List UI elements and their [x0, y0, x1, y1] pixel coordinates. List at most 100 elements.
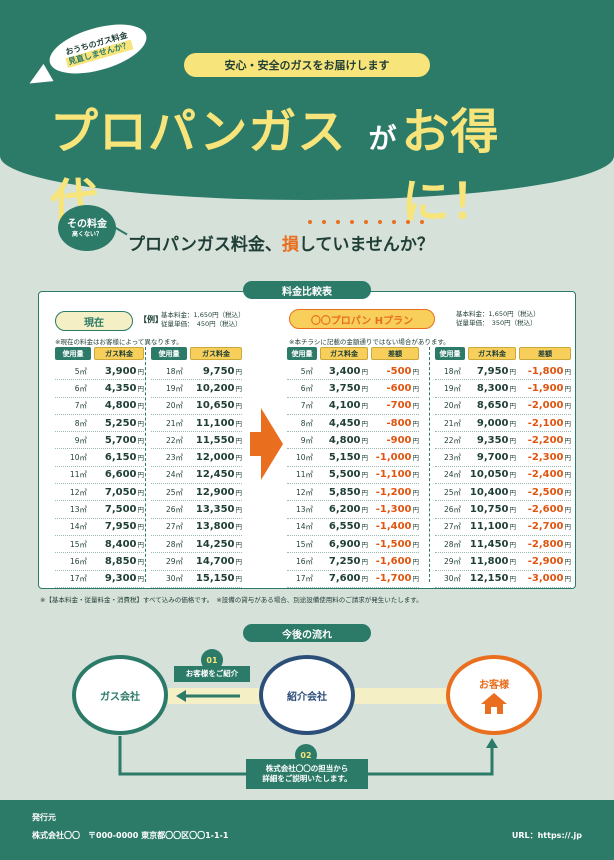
gas-fee-cell: 4,450円 — [320, 418, 368, 429]
yen-unit: 円 — [509, 384, 517, 393]
gas-fee-value: 5,150 — [328, 452, 361, 464]
yen-unit: 円 — [564, 540, 572, 549]
table-row: 11㎥ 5,500円 -1,100円 — [287, 467, 419, 485]
usage-cell: 28㎥ — [165, 539, 183, 549]
difference-value: -2,500 — [527, 486, 564, 498]
difference-value: -700 — [386, 400, 412, 412]
usage-cell: 25㎥ — [165, 487, 183, 497]
difference-cell: -1,800円 — [519, 366, 571, 377]
gas-fee-value: 10,750 — [469, 504, 509, 516]
gas-fee-value: 11,100 — [469, 521, 509, 533]
gas-fee-value: 11,450 — [469, 538, 509, 550]
usage-cell: 8㎥ — [74, 418, 87, 428]
difference-cell: -900円 — [371, 435, 419, 446]
yen-unit: 円 — [564, 575, 572, 584]
gas-fee-cell: 12,150円 — [468, 573, 516, 584]
gas-fee-value: 10,200 — [195, 382, 235, 394]
new-table-left: 使用量 ガス料金 差額 5㎥ 3,400円 -500円 6㎥ 3,750円 -600円 7㎥ 4,1… — [287, 347, 419, 588]
table-row: 25㎥ 12,900円 — [151, 484, 242, 502]
yen-unit: 円 — [361, 523, 369, 532]
table-row: 25㎥ 10,400円 -2,500円 — [435, 484, 571, 502]
yen-unit: 円 — [412, 402, 420, 411]
difference-cell: -2,800円 — [519, 539, 571, 550]
table-row: 17㎥ 7,600円 -1,700円 — [287, 571, 419, 588]
table-row: 15㎥ 8,400円 — [55, 536, 144, 554]
yen-unit: 円 — [137, 402, 145, 411]
gas-fee-value: 11,550 — [195, 434, 235, 446]
usage-cell: 27㎥ — [443, 522, 461, 532]
gas-fee-cell: 11,800円 — [468, 556, 516, 567]
gas-fee-cell: 9,750円 — [190, 366, 242, 377]
usage-cell: 10㎥ — [69, 453, 87, 463]
header-usage: 使用量 — [435, 347, 465, 360]
difference-cell: -2,100円 — [519, 418, 571, 429]
gas-fee-value: 12,150 — [469, 573, 509, 585]
usage-cell: 17㎥ — [295, 574, 313, 584]
table-row: 16㎥ 8,850円 — [55, 553, 144, 571]
gas-fee-cell: 9,300円 — [94, 573, 144, 584]
new-note: ※本チラシに記載の金額通りではない場合があります。 — [289, 338, 450, 346]
difference-cell: -1,300円 — [371, 504, 419, 515]
website-url[interactable]: URL：https://.jp — [511, 831, 582, 840]
gas-fee-cell: 3,750円 — [320, 383, 368, 394]
table-row: 19㎥ 8,300円 -1,900円 — [435, 380, 571, 398]
table-row: 26㎥ 10,750円 -2,600円 — [435, 501, 571, 519]
gas-fee-value: 10,400 — [469, 486, 509, 498]
usage-cell: 12㎥ — [69, 487, 87, 497]
gas-fee-cell: 12,000円 — [190, 452, 242, 463]
yen-unit: 円 — [564, 454, 572, 463]
comparison-label: 料金比較表 — [243, 281, 371, 299]
table-row: 28㎥ 14,250円 — [151, 536, 242, 554]
gas-fee-value: 10,650 — [195, 400, 235, 412]
table-row: 13㎥ 6,200円 -1,300円 — [287, 501, 419, 519]
gas-fee-cell: 7,250円 — [320, 556, 368, 567]
difference-cell: -500円 — [371, 366, 419, 377]
difference-cell: -1,200円 — [371, 487, 419, 498]
header-usage: 使用量 — [287, 347, 317, 360]
difference-cell: -1,400円 — [371, 521, 419, 532]
current-table-right: 使用量 ガス料金 18㎥ 9,750円 19㎥ 10,200円 20㎥ 10,650円 21㎥ 1… — [151, 347, 242, 588]
table-row: 9㎥ 5,700円 — [55, 432, 144, 450]
new-unit-price: 従量単価： 350円（税込） — [456, 318, 537, 327]
difference-cell: -2,300円 — [519, 452, 571, 463]
gas-company-node: ガス会社 — [72, 655, 168, 735]
gas-fee-value: 8,400 — [104, 538, 137, 550]
gas-fee-value: 12,450 — [195, 469, 235, 481]
yen-unit: 円 — [509, 540, 517, 549]
yen-unit: 円 — [361, 436, 369, 445]
yen-unit: 円 — [137, 419, 145, 428]
usage-cell: 29㎥ — [443, 556, 461, 566]
yen-unit: 円 — [235, 454, 243, 463]
table-row: 16㎥ 7,250円 -1,600円 — [287, 553, 420, 571]
current-note: ※現在の料金はお客様によって異なります。 — [55, 338, 183, 346]
gas-fee-cell: 11,100円 — [468, 521, 516, 532]
yen-unit: 円 — [509, 436, 517, 445]
table-row: 9㎥ 4,800円 -900円 — [287, 432, 419, 450]
gas-fee-value: 6,150 — [104, 452, 137, 464]
yen-unit: 円 — [235, 436, 243, 445]
usage-cell: 13㎥ — [295, 505, 313, 515]
usage-cell: 24㎥ — [165, 470, 183, 480]
header-difference: 差額 — [519, 347, 571, 360]
header-difference: 差額 — [371, 347, 419, 360]
gas-fee-cell: 6,200円 — [320, 504, 368, 515]
title-small: が — [368, 122, 398, 155]
gas-fee-value: 12,900 — [195, 486, 235, 498]
difference-value: -1,400 — [375, 521, 412, 533]
yen-unit: 円 — [412, 557, 420, 566]
question-circle: その料金 高くない？ — [58, 205, 116, 251]
gas-fee-value: 7,250 — [328, 555, 361, 567]
table-row: 21㎥ 11,100円 — [151, 415, 242, 433]
step-2-line-1: 株式会社〇〇の担当から — [265, 763, 349, 773]
gas-fee-cell: 6,600円 — [94, 469, 144, 480]
yen-unit: 円 — [235, 367, 243, 376]
table-row: 11㎥ 6,600円 — [55, 467, 144, 485]
header-gas-fee: ガス料金 — [94, 347, 144, 360]
usage-cell: 14㎥ — [295, 522, 313, 532]
title-part-2: お得に！ — [401, 104, 500, 230]
gas-fee-cell: 4,800円 — [94, 400, 144, 411]
table-row: 28㎥ 11,450円 -2,800円 — [435, 536, 571, 554]
flow-label: 今後の流れ — [243, 624, 371, 642]
gas-fee-cell: 4,100円 — [320, 400, 368, 411]
issuer-label: 発行元 — [32, 813, 56, 822]
